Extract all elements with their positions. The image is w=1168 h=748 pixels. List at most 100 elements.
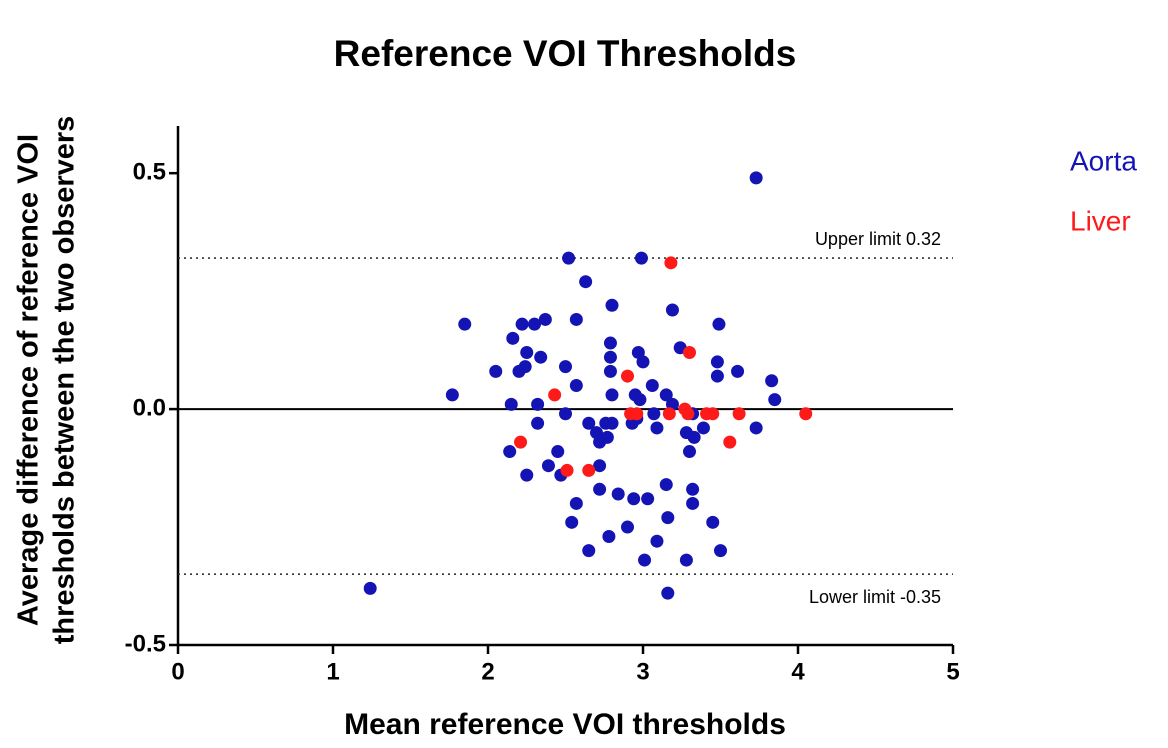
chart-title: Reference VOI Thresholds (334, 33, 797, 74)
point (541, 459, 555, 473)
point (593, 482, 607, 496)
point (458, 317, 472, 331)
point (445, 388, 459, 402)
point (503, 445, 517, 459)
legend-label: Aorta (1070, 145, 1137, 176)
point (661, 511, 675, 525)
point (638, 553, 652, 567)
point (627, 492, 641, 506)
point (531, 416, 545, 430)
point (363, 581, 377, 595)
point (706, 515, 720, 529)
point (686, 496, 700, 510)
limit-label: Lower limit -0.35 (809, 587, 941, 607)
point (559, 360, 572, 374)
point (551, 445, 565, 459)
point (683, 345, 696, 359)
point (559, 407, 572, 421)
x-axis-label: Mean reference VOI thresholds (344, 708, 786, 741)
point (489, 364, 503, 378)
point (562, 251, 576, 265)
point (560, 463, 574, 477)
point (602, 529, 616, 543)
point (665, 303, 679, 317)
point (731, 364, 745, 378)
point (732, 407, 746, 421)
point (662, 407, 676, 421)
point (603, 350, 617, 364)
point (712, 317, 726, 331)
point (582, 463, 596, 477)
point (723, 435, 737, 449)
point (768, 393, 782, 407)
point (531, 397, 545, 411)
point (593, 459, 607, 473)
point (650, 421, 664, 435)
point (605, 388, 619, 402)
point (605, 416, 619, 430)
y-tick-label: -0.5 (125, 630, 166, 657)
point (714, 544, 727, 558)
point (569, 312, 583, 326)
x-tick-label: 3 (636, 658, 649, 685)
point (647, 407, 661, 421)
point (569, 379, 583, 392)
point (710, 355, 724, 369)
point (569, 496, 583, 510)
point (520, 468, 534, 482)
point (679, 553, 693, 567)
point (661, 586, 675, 600)
point (659, 478, 673, 492)
point (659, 388, 673, 402)
point (504, 397, 518, 411)
point (765, 374, 779, 388)
legend-label: Liver (1070, 205, 1131, 236)
point (686, 482, 700, 496)
point (520, 345, 534, 359)
x-tick-label: 1 (326, 658, 339, 685)
point (687, 430, 701, 444)
point (538, 312, 552, 326)
point (633, 393, 647, 407)
point (534, 350, 548, 364)
x-tick-label: 0 (171, 658, 184, 685)
point (706, 407, 720, 421)
y-tick-label: 0.5 (133, 159, 166, 186)
y-tick-label: 0.0 (133, 394, 166, 421)
x-tick-label: 5 (946, 658, 959, 685)
point (645, 379, 659, 392)
point (565, 515, 579, 529)
point (603, 336, 617, 350)
x-tick-label: 2 (481, 658, 494, 685)
point (683, 445, 696, 459)
point (603, 364, 617, 378)
point (799, 407, 813, 421)
point (611, 487, 625, 501)
point (506, 331, 520, 345)
limit-label: Upper limit 0.32 (815, 229, 941, 249)
y-axis-label: thresholds between the two observers (49, 116, 81, 645)
point (630, 407, 644, 421)
point (515, 317, 529, 331)
point (641, 492, 655, 506)
point (579, 275, 593, 289)
point (634, 251, 648, 265)
point (582, 416, 596, 430)
point (664, 256, 678, 270)
point (749, 171, 763, 185)
point (528, 317, 541, 331)
point (621, 369, 634, 383)
x-tick-label: 4 (791, 658, 805, 685)
point (696, 421, 710, 435)
point (600, 430, 614, 444)
point (605, 298, 619, 312)
point (681, 407, 695, 421)
point (650, 534, 664, 548)
point (548, 388, 562, 402)
point (582, 544, 596, 558)
point (518, 360, 532, 374)
point (636, 355, 650, 369)
point (710, 369, 724, 383)
